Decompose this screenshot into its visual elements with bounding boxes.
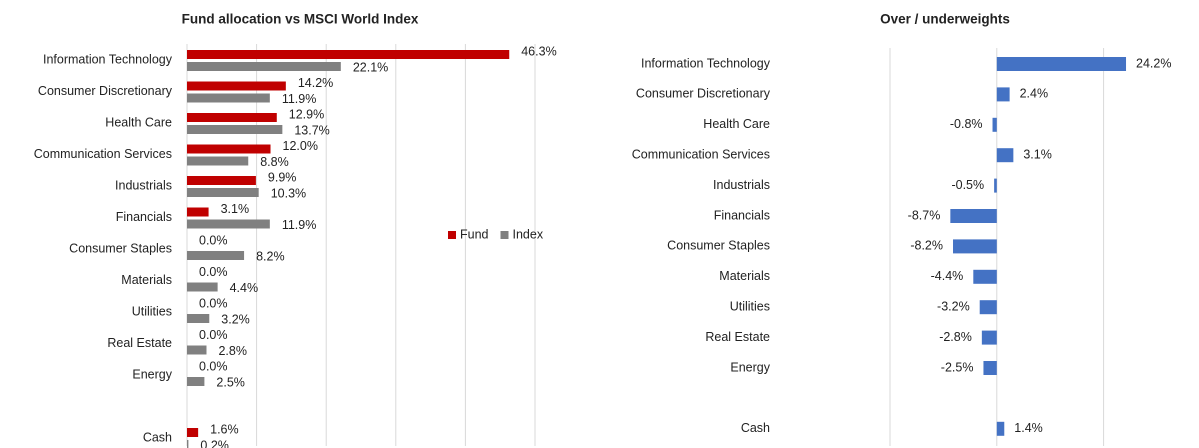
legend-label: Fund bbox=[460, 227, 489, 241]
bar bbox=[992, 117, 997, 132]
data-label: 0.0% bbox=[199, 328, 228, 342]
data-label: -2.8% bbox=[939, 330, 972, 344]
bar bbox=[187, 144, 271, 154]
bar bbox=[187, 50, 510, 59]
bar bbox=[950, 209, 997, 223]
bar bbox=[187, 345, 207, 355]
bar bbox=[187, 314, 210, 323]
data-label: 3.1% bbox=[1023, 147, 1052, 161]
y-tick-label: Industrials bbox=[115, 178, 172, 192]
bar bbox=[187, 81, 286, 91]
bar bbox=[187, 251, 245, 260]
data-label: 12.9% bbox=[289, 107, 324, 121]
bar bbox=[996, 87, 1010, 102]
bar bbox=[994, 178, 997, 193]
legend-swatch bbox=[448, 231, 456, 239]
bar bbox=[996, 57, 1127, 71]
bar bbox=[187, 188, 259, 197]
data-label: 2.8% bbox=[218, 344, 247, 358]
y-tick-label: Consumer Discretionary bbox=[636, 87, 771, 101]
data-label: 4.4% bbox=[230, 281, 259, 295]
data-label: 24.2% bbox=[1136, 56, 1171, 70]
y-tick-label: Communication Services bbox=[34, 147, 172, 161]
data-label: 0.2% bbox=[200, 438, 229, 448]
bar bbox=[983, 361, 997, 375]
bar bbox=[187, 428, 199, 437]
bar bbox=[187, 207, 209, 217]
y-tick-label: Energy bbox=[132, 367, 172, 381]
data-label: 2.5% bbox=[216, 375, 245, 389]
bar bbox=[981, 330, 997, 345]
data-label: 0.0% bbox=[199, 233, 228, 247]
y-tick-label: Cash bbox=[741, 421, 770, 435]
chart-title: Fund allocation vs MSCI World Index bbox=[182, 12, 419, 27]
bar bbox=[187, 93, 270, 103]
data-label: 10.3% bbox=[271, 186, 306, 200]
data-label: 1.4% bbox=[1014, 421, 1043, 435]
data-label: 14.2% bbox=[298, 76, 333, 90]
y-tick-label: Industrials bbox=[713, 178, 770, 192]
bar bbox=[187, 176, 256, 185]
y-tick-label: Consumer Staples bbox=[69, 241, 172, 255]
y-tick-label: Cash bbox=[143, 430, 172, 444]
legend-label: Index bbox=[513, 227, 544, 241]
legend-swatch bbox=[500, 231, 509, 239]
bar bbox=[187, 125, 283, 134]
data-label: -0.5% bbox=[951, 178, 984, 192]
data-label: 11.9% bbox=[282, 218, 317, 232]
y-tick-label: Materials bbox=[121, 273, 172, 287]
data-label: 0.0% bbox=[199, 265, 228, 279]
data-label: 1.6% bbox=[210, 422, 239, 436]
bar bbox=[187, 62, 341, 71]
data-label: 12.0% bbox=[283, 139, 318, 153]
data-label: -0.8% bbox=[950, 117, 983, 131]
data-label: -3.2% bbox=[937, 299, 970, 313]
y-tick-label: Information Technology bbox=[43, 52, 173, 66]
data-label: 0.0% bbox=[199, 359, 228, 373]
bar bbox=[979, 300, 997, 315]
data-label: 3.2% bbox=[221, 312, 250, 326]
y-tick-label: Real Estate bbox=[107, 336, 172, 350]
data-label: 11.9% bbox=[282, 92, 317, 106]
y-tick-label: Information Technology bbox=[641, 56, 771, 70]
data-label: 8.8% bbox=[260, 155, 289, 169]
y-tick-label: Financials bbox=[116, 210, 172, 224]
bar bbox=[187, 282, 218, 292]
y-tick-label: Energy bbox=[730, 360, 770, 374]
y-tick-label: Health Care bbox=[703, 117, 770, 131]
chart-title: Over / underweights bbox=[880, 12, 1010, 27]
data-label: 2.4% bbox=[1020, 87, 1048, 101]
bar bbox=[187, 377, 205, 386]
bar bbox=[187, 219, 270, 229]
y-tick-label: Financials bbox=[714, 208, 770, 222]
data-label: 3.1% bbox=[221, 202, 250, 216]
bar bbox=[187, 156, 249, 166]
bar bbox=[996, 148, 1014, 163]
bar bbox=[973, 269, 997, 284]
y-tick-label: Utilities bbox=[730, 299, 770, 313]
data-label: 0.0% bbox=[199, 296, 228, 310]
data-label: 9.9% bbox=[268, 170, 297, 184]
bar bbox=[187, 113, 277, 122]
data-label: 22.1% bbox=[353, 60, 388, 74]
data-label: -8.2% bbox=[910, 239, 943, 253]
data-label: 13.7% bbox=[294, 123, 329, 137]
data-label: -4.4% bbox=[931, 269, 964, 283]
y-tick-label: Materials bbox=[719, 269, 770, 283]
y-tick-label: Consumer Discretionary bbox=[38, 84, 173, 98]
data-label: -8.7% bbox=[908, 208, 941, 222]
y-tick-label: Utilities bbox=[132, 304, 172, 318]
data-label: -2.5% bbox=[941, 360, 974, 374]
bar bbox=[187, 440, 189, 448]
y-tick-label: Consumer Staples bbox=[667, 239, 770, 253]
bar bbox=[953, 239, 997, 254]
y-tick-label: Health Care bbox=[105, 115, 172, 129]
data-label: 46.3% bbox=[521, 44, 556, 58]
data-label: 8.2% bbox=[256, 249, 285, 263]
bar bbox=[996, 421, 1005, 436]
y-tick-label: Real Estate bbox=[705, 330, 770, 344]
y-tick-label: Communication Services bbox=[632, 147, 770, 161]
